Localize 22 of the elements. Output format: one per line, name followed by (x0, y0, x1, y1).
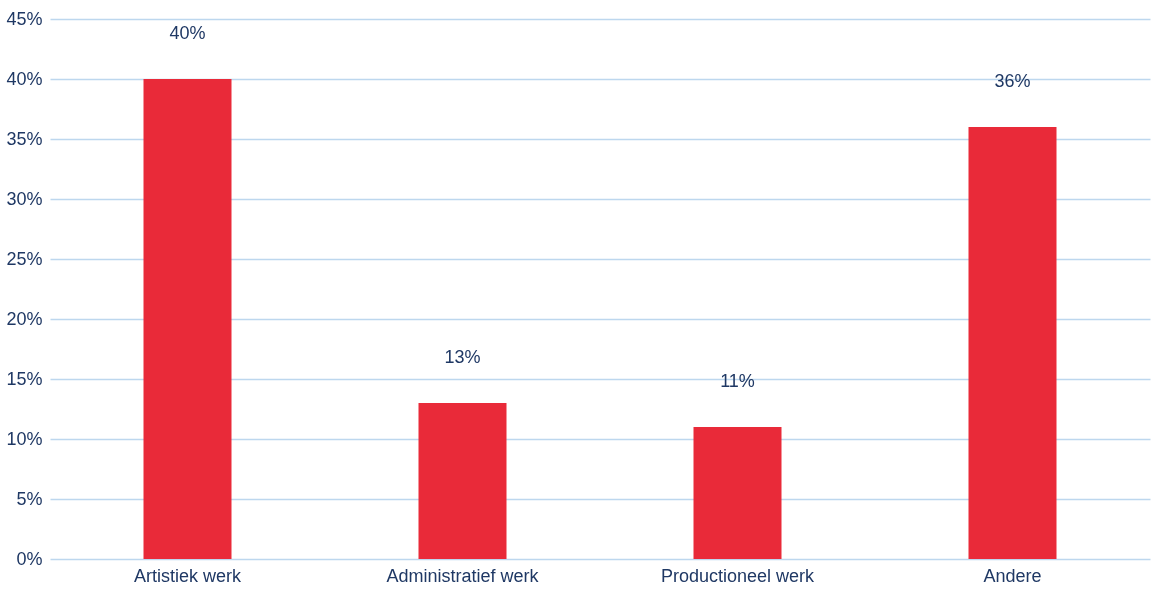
y-tick-label: 40% (6, 68, 43, 89)
bar (693, 427, 782, 559)
y-tick-label: 10% (6, 428, 43, 449)
bar (968, 127, 1057, 559)
y-tick-label: 5% (16, 488, 43, 509)
data-label: 40% (169, 23, 206, 43)
y-tick-label: 35% (6, 128, 43, 149)
bar (418, 403, 507, 559)
y-tick-label: 20% (6, 308, 43, 329)
x-tick-label: Productioneel werk (660, 565, 816, 586)
x-tick-label: Artistiek werk (133, 565, 243, 586)
data-label: 13% (444, 347, 481, 367)
y-tick-label: 0% (16, 548, 43, 569)
y-tick-label: 30% (6, 188, 43, 209)
x-tick-label: Andere (983, 565, 1042, 586)
x-tick-label: Administratief werk (386, 565, 540, 586)
data-label: 36% (994, 71, 1031, 91)
data-label: 11% (720, 371, 755, 391)
bar (143, 79, 232, 559)
y-tick-label: 25% (6, 248, 43, 269)
y-tick-label: 15% (6, 368, 43, 389)
y-tick-label: 45% (6, 8, 43, 29)
